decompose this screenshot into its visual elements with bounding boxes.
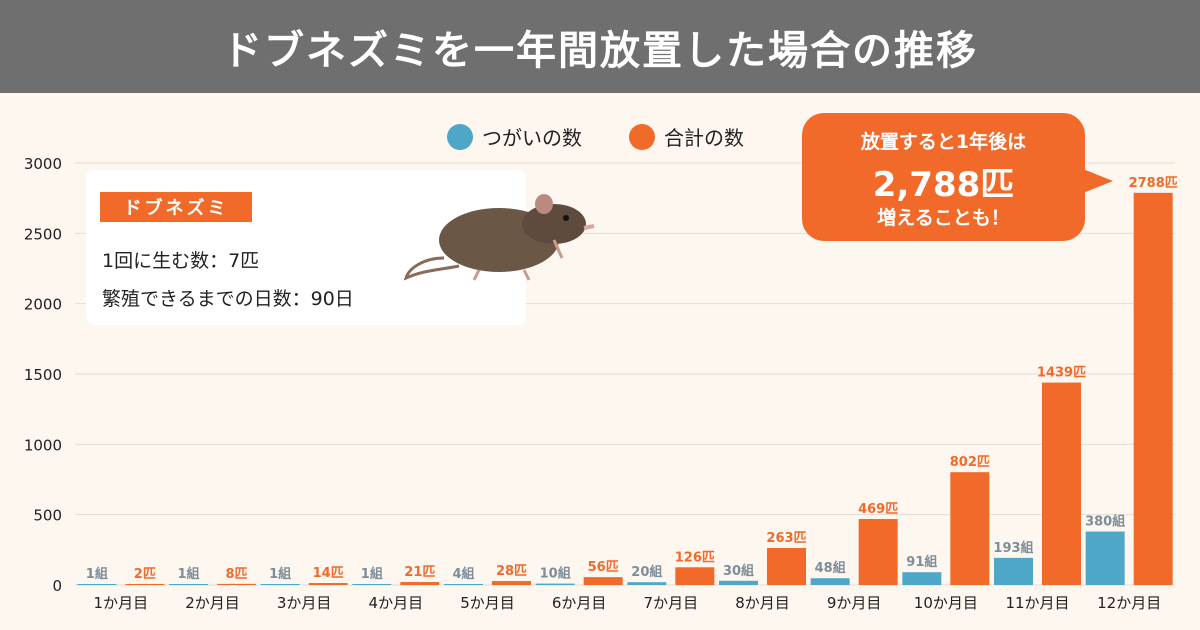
bar-total-6	[583, 577, 623, 585]
bar-pairs-1	[77, 584, 117, 585]
bar-total-4	[400, 582, 440, 585]
x-tick-label: 11か月目	[1005, 594, 1069, 612]
data-label-total-5: 28匹	[496, 564, 527, 579]
y-axis-ticks: 0 500 1000 1500 2000 2500 3000	[24, 155, 62, 595]
data-label-pairs-3: 1組	[269, 566, 291, 582]
y-tick-label: 3000	[24, 155, 62, 173]
data-label-pairs-12: 380組	[1085, 514, 1125, 530]
data-label-total-3: 14匹	[313, 566, 344, 581]
x-tick-label: 3か月目	[277, 594, 332, 612]
data-label-total-9: 469匹	[858, 502, 898, 517]
bar-pairs-3	[260, 584, 300, 585]
y-tick-label: 1500	[24, 366, 62, 384]
data-label-total-7: 126匹	[675, 550, 715, 565]
bar-total-5	[492, 581, 531, 585]
y-tick-label: 2000	[24, 296, 62, 314]
bar-pairs-4	[352, 584, 392, 585]
species-badge: ドブネズミ	[100, 192, 252, 222]
data-label-pairs-7: 20組	[631, 564, 662, 580]
x-tick-label: 12か月目	[1097, 594, 1161, 612]
bar-total-2	[217, 583, 256, 585]
callout-line-3: 増えることも！	[877, 207, 1010, 229]
data-label-pairs-4: 1組	[361, 566, 383, 582]
bar-total-10	[950, 472, 990, 585]
rat-info-card: ドブネズミ 1回に生む数：7匹 繁殖できるまでの日数：90日	[86, 170, 595, 325]
result-callout: 放置すると1年後は 2,788匹 増えることも！	[802, 113, 1113, 241]
data-label-pairs-5: 4組	[452, 566, 474, 582]
bar-pairs-12	[1085, 531, 1125, 585]
x-tick-label: 8か月目	[735, 594, 790, 612]
data-label-total-8: 263匹	[766, 531, 806, 546]
y-tick-label: 2500	[24, 225, 62, 243]
legend[interactable]: つがいの数 合計の数	[447, 124, 744, 150]
bar-total-7	[675, 567, 715, 585]
data-label-pairs-6: 10組	[540, 566, 571, 582]
bar-pairs-7	[627, 582, 667, 585]
data-label-pairs-9: 48組	[815, 560, 846, 576]
data-label-total-2: 8匹	[225, 567, 247, 582]
data-label-total-11: 1439匹	[1037, 366, 1086, 381]
bar-total-9	[858, 519, 898, 585]
bar-total-8	[767, 548, 806, 585]
bar-total-1	[125, 584, 165, 585]
x-tick-label: 7か月目	[644, 594, 699, 612]
bar-pairs-9	[810, 578, 850, 585]
data-label-total-10: 802匹	[950, 455, 990, 470]
x-tick-label: 1か月目	[94, 594, 149, 612]
x-tick-label: 6か月目	[552, 594, 607, 612]
data-label-pairs-8: 30組	[723, 563, 754, 579]
data-label-total-1: 2匹	[134, 567, 156, 582]
bar-pairs-2	[169, 584, 208, 585]
data-label-pairs-10: 91組	[906, 554, 937, 570]
bar-pairs-5	[444, 584, 483, 585]
x-tick-label: 4か月目	[369, 594, 424, 612]
rat-illustration	[404, 194, 595, 281]
bar-pairs-10	[902, 572, 942, 585]
legend-marker-pairs	[447, 124, 473, 150]
x-tick-label: 10か月目	[914, 594, 978, 612]
bar-total-3	[308, 583, 348, 585]
bar-pairs-8	[719, 580, 758, 585]
data-label-pairs-2: 1組	[177, 566, 199, 582]
y-tick-label: 0	[52, 577, 62, 595]
x-tick-label: 5か月目	[460, 594, 515, 612]
bar-pairs-6	[535, 583, 575, 585]
legend-label-pairs: つがいの数	[482, 126, 582, 150]
callout-line-1: 放置すると1年後は	[860, 131, 1027, 153]
x-axis-ticks: 1か月目 2か月目 3か月目 4か月目 5か月目 6か月目 7か月目 8か月目 9か月目 10か月…	[94, 594, 1162, 612]
data-label-pairs-11: 193組	[993, 540, 1033, 556]
bar-total-12	[1133, 192, 1173, 585]
bars: 1組 2匹 1組 8匹 1組 14匹 1組 21匹 4組 28匹 10組 56匹 20組 126匹 30組 2…	[77, 176, 1178, 585]
litter-size-text: 1回に生む数：7匹	[102, 250, 260, 272]
legend-label-total: 合計の数	[664, 126, 744, 150]
x-tick-label: 2か月目	[185, 594, 240, 612]
callout-total-value: 2,788匹	[872, 165, 1015, 205]
data-label-pairs-1: 1組	[86, 566, 108, 582]
y-tick-label: 1000	[24, 436, 62, 454]
y-tick-label: 500	[33, 507, 62, 525]
x-tick-label: 9か月目	[827, 594, 882, 612]
data-label-total-4: 21匹	[404, 565, 435, 580]
bar-pairs-11	[994, 557, 1033, 585]
legend-marker-total	[629, 124, 655, 150]
breeding-days-text: 繁殖できるまでの日数：90日	[102, 288, 354, 310]
data-label-total-6: 56匹	[588, 560, 619, 575]
bar-total-11	[1042, 382, 1081, 585]
data-label-total-12: 2788匹	[1129, 176, 1178, 191]
page-title: ドブネズミを一年間放置した場合の推移	[0, 0, 1200, 93]
